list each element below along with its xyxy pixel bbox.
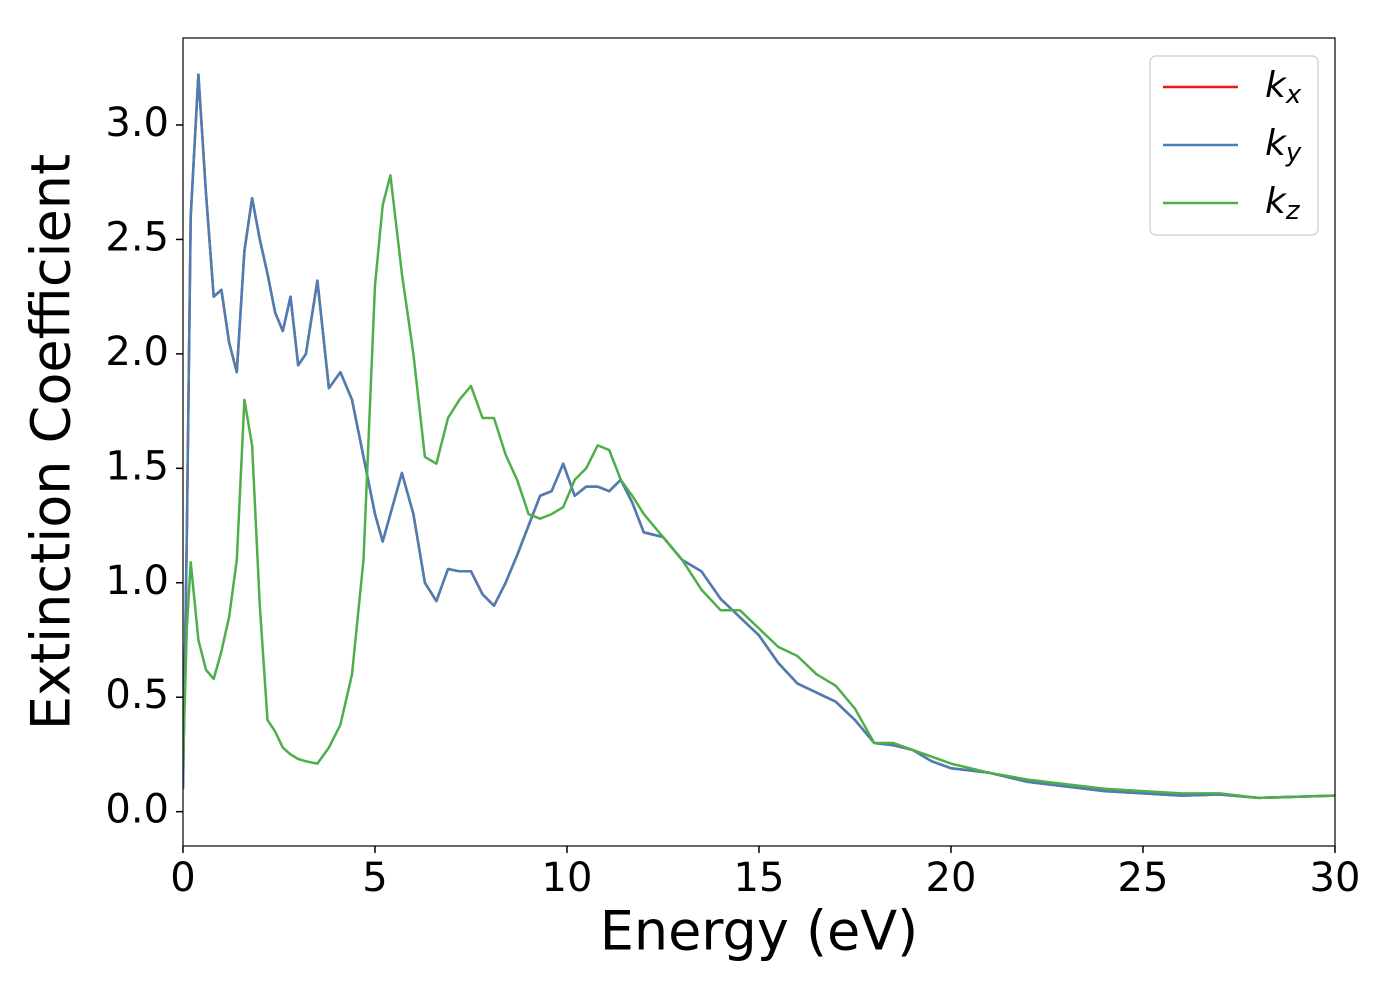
x-tick-label: 5 <box>362 855 387 901</box>
y-tick-label: 3.0 <box>105 100 169 146</box>
legend-label-main: k <box>1265 181 1288 222</box>
legend-label-sub: z <box>1285 196 1301 226</box>
legend-label-main: k <box>1265 65 1288 106</box>
x-tick-label: 20 <box>926 855 977 901</box>
x-tick-label: 25 <box>1118 855 1169 901</box>
x-tick-label: 0 <box>170 855 195 901</box>
y-tick-label: 0.5 <box>105 672 169 718</box>
legend-label-main: k <box>1265 123 1288 164</box>
series-line <box>183 174 1335 800</box>
y-tick-label: 1.5 <box>105 443 169 489</box>
y-axis-label: Extinction Coefficient <box>20 154 83 730</box>
y-tick-label: 2.5 <box>105 214 169 260</box>
legend-label: kz <box>1265 181 1301 226</box>
x-tick-label: 30 <box>1310 855 1361 901</box>
legend-label-sub: y <box>1285 138 1302 168</box>
y-tick-label: 2.0 <box>105 329 169 375</box>
x-tick-label: 10 <box>542 855 593 901</box>
y-tick-label: 0.0 <box>105 787 169 833</box>
legend-label: ky <box>1265 123 1302 168</box>
legend-label: kx <box>1265 65 1302 110</box>
legend-label-sub: x <box>1285 80 1302 110</box>
x-axis-label: Energy (eV) <box>600 900 919 963</box>
y-tick-label: 1.0 <box>105 558 169 604</box>
x-tick-label: 15 <box>734 855 785 901</box>
plot-frame <box>182 37 1336 847</box>
